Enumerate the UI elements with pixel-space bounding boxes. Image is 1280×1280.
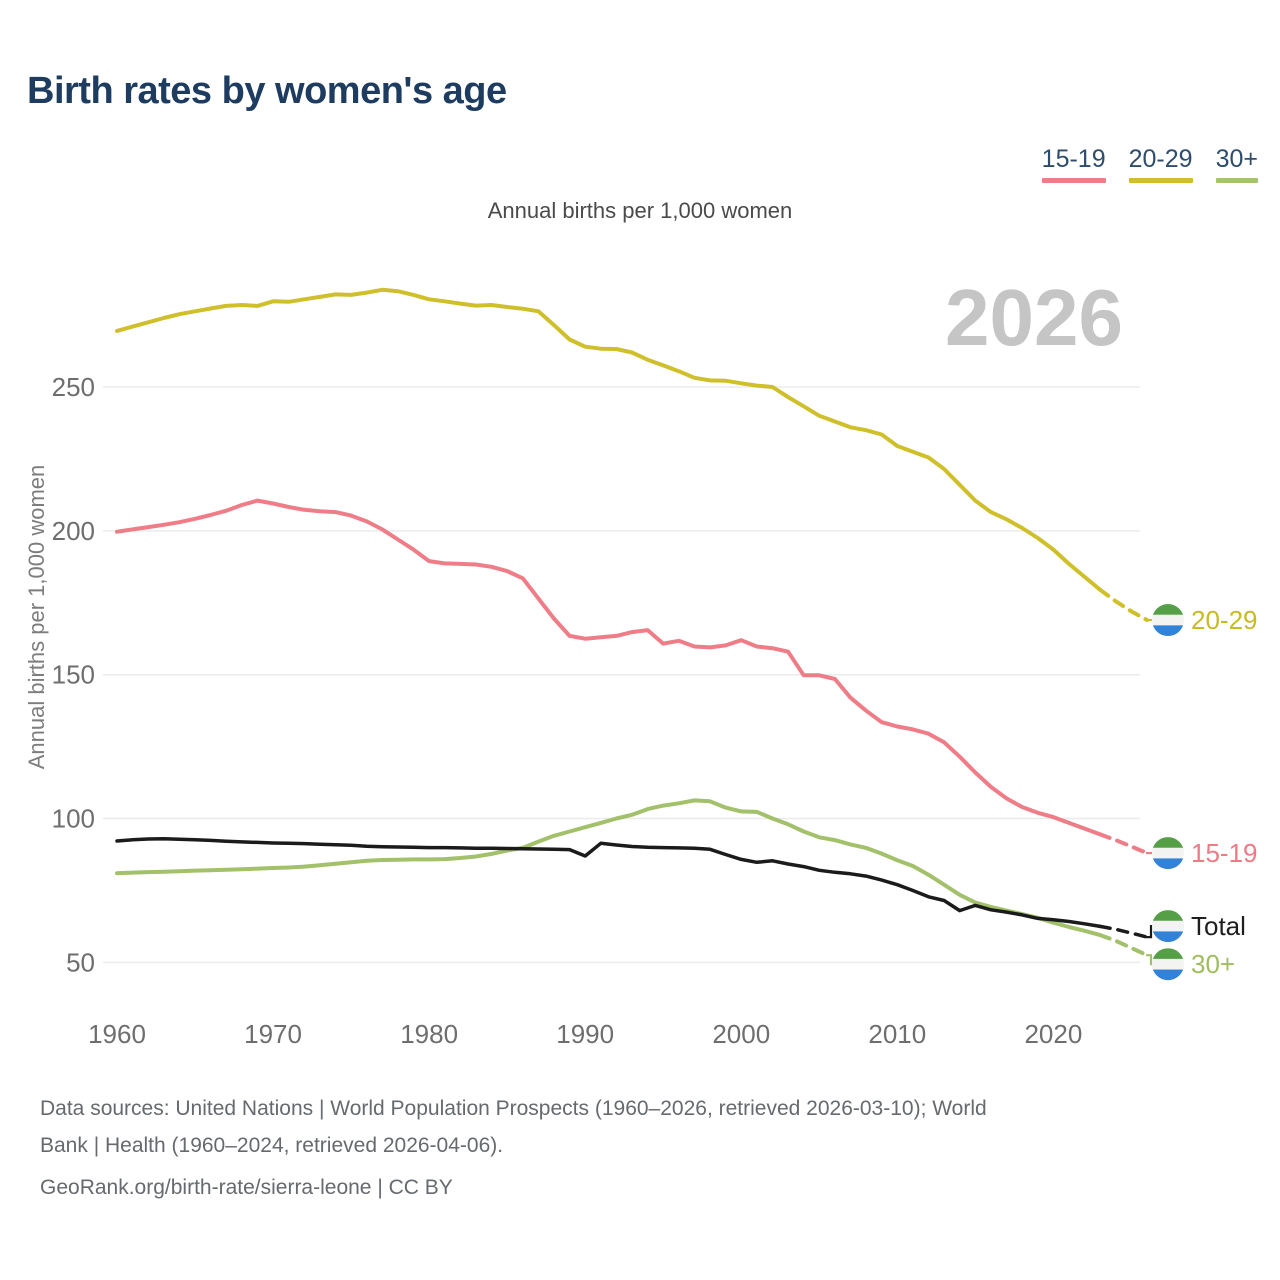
series-end-label-15-19: 15-19	[1191, 838, 1258, 868]
legend-label: 15-19	[1041, 145, 1106, 173]
line-Total-projection	[1098, 924, 1149, 939]
footer: Data sources: United Nations | World Pop…	[40, 1090, 987, 1206]
legend-label: 20-29	[1128, 145, 1193, 173]
footer-sources-line1: Data sources: United Nations | World Pop…	[40, 1097, 987, 1120]
legend: 15-19 20-29 30+	[1041, 145, 1258, 183]
flag-stripe	[1152, 931, 1184, 943]
x-tick-label-2020: 2020	[1024, 1019, 1082, 1049]
footer-attribution: GeoRank.org/birth-rate/sierra-leone | CC…	[40, 1176, 453, 1199]
line-Total	[115, 836, 1102, 929]
y-tick-label-150: 150	[52, 660, 95, 690]
x-tick-label-1990: 1990	[556, 1019, 614, 1049]
sierra-leone-flag-icon	[1152, 837, 1184, 870]
line-30+-projection	[1098, 933, 1149, 958]
legend-color-bar	[1128, 177, 1193, 183]
legend-item-30plus[interactable]: 30+	[1215, 145, 1258, 183]
sierra-leone-flag-icon	[1152, 910, 1184, 943]
y-tick-label-200: 200	[52, 516, 95, 546]
flag-stripe	[1152, 910, 1184, 922]
end-connector-30+	[1146, 954, 1153, 966]
legend-item-20-29[interactable]: 20-29	[1128, 145, 1193, 183]
end-connector-Total	[1146, 924, 1153, 939]
legend-color-bar	[1041, 177, 1106, 183]
watermark-year: 2026	[945, 273, 1123, 362]
legend-color-bar	[1215, 177, 1258, 183]
sierra-leone-flag-icon	[1152, 948, 1184, 981]
x-tick-label-1960: 1960	[88, 1019, 146, 1049]
footer-sources-line2: Bank | Health (1960–2024, retrieved 2026…	[40, 1134, 504, 1157]
flag-stripe	[1152, 625, 1184, 637]
x-tick-label-2000: 2000	[712, 1019, 770, 1049]
sierra-leone-flag-icon	[1152, 604, 1184, 637]
flag-stripe	[1152, 969, 1184, 981]
series-end-label-Total: Total	[1191, 911, 1246, 941]
chart-subtitle: Annual births per 1,000 women	[487, 198, 793, 223]
line-20-29-projection	[1098, 587, 1149, 622]
line-15-19-projection	[1098, 832, 1149, 856]
x-tick-label-2010: 2010	[868, 1019, 926, 1049]
legend-label: 30+	[1215, 145, 1258, 173]
flag-stripe	[1152, 920, 1184, 932]
flag-stripe	[1152, 604, 1184, 616]
x-tick-label-1970: 1970	[244, 1019, 302, 1049]
legend-item-15-19[interactable]: 15-19	[1041, 145, 1106, 183]
flag-stripe	[1152, 847, 1184, 859]
flag-stripe	[1152, 858, 1184, 870]
line-15-19	[115, 498, 1103, 837]
page-title: Birth rates by women's age	[27, 70, 507, 112]
flag-stripe	[1152, 614, 1184, 626]
flag-stripe	[1152, 948, 1184, 960]
series-end-label-30+: 30+	[1191, 949, 1235, 979]
y-tick-label-100: 100	[52, 804, 95, 834]
line-30+	[115, 798, 1103, 938]
line-20-29	[115, 287, 1103, 592]
flag-stripe	[1152, 837, 1184, 849]
x-tick-label-1980: 1980	[400, 1019, 458, 1049]
flag-stripe	[1152, 958, 1184, 971]
y-axis-label: Annual births per 1,000 women	[24, 465, 49, 770]
y-tick-label-250: 250	[52, 372, 95, 402]
y-tick-label-50: 50	[66, 947, 95, 977]
series-end-label-20-29: 20-29	[1191, 605, 1258, 635]
